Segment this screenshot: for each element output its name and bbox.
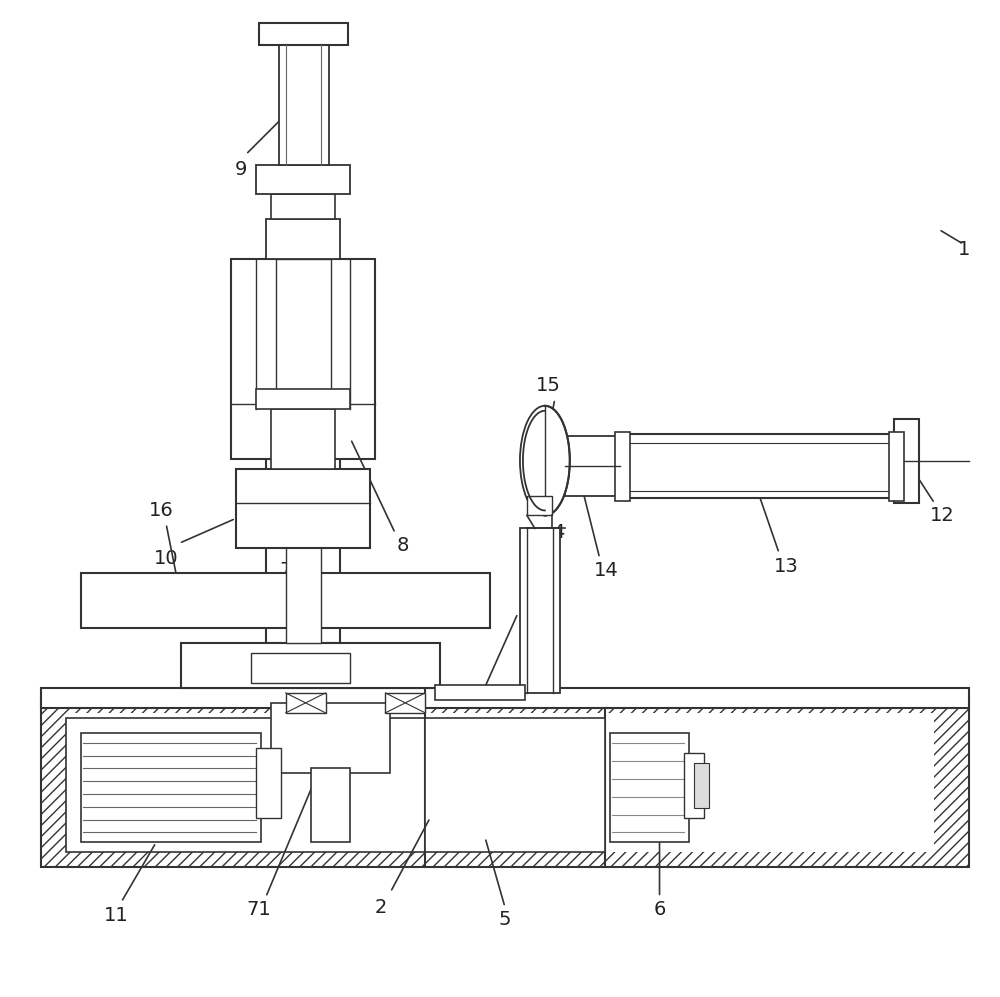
Bar: [385, 693, 425, 713]
Bar: [565, 436, 620, 496]
Bar: [251, 653, 350, 683]
Bar: [66, 713, 934, 852]
Bar: [81, 733, 261, 842]
Ellipse shape: [520, 406, 570, 515]
Bar: [286, 693, 326, 713]
Bar: [81, 573, 490, 628]
Text: 1: 1: [957, 239, 970, 259]
Bar: [276, 259, 331, 404]
Bar: [256, 165, 350, 194]
Bar: [256, 389, 350, 409]
Bar: [271, 194, 335, 219]
Bar: [181, 643, 440, 688]
Bar: [236, 469, 370, 548]
Text: 16: 16: [149, 500, 173, 520]
Bar: [41, 698, 969, 867]
Bar: [520, 528, 560, 693]
Text: 14: 14: [594, 560, 619, 580]
Bar: [259, 23, 348, 45]
Text: 15: 15: [535, 376, 560, 396]
Bar: [610, 733, 689, 842]
Bar: [279, 45, 329, 165]
Bar: [231, 259, 375, 459]
Bar: [311, 768, 350, 842]
Text: 4: 4: [552, 522, 564, 542]
Bar: [527, 496, 552, 515]
Bar: [894, 419, 919, 503]
Text: 6: 6: [653, 899, 666, 919]
Text: 3: 3: [519, 593, 531, 613]
Text: 10: 10: [154, 548, 178, 568]
Text: 13: 13: [774, 556, 799, 576]
Text: 2: 2: [374, 897, 387, 917]
Bar: [425, 718, 605, 852]
Bar: [684, 753, 704, 818]
Text: 71: 71: [246, 899, 271, 919]
Bar: [66, 718, 425, 852]
Bar: [266, 274, 340, 643]
Bar: [889, 432, 904, 501]
Bar: [41, 688, 969, 708]
Bar: [286, 274, 321, 643]
Text: 9: 9: [235, 160, 247, 179]
Bar: [435, 685, 525, 700]
Bar: [266, 219, 340, 259]
Bar: [256, 748, 281, 818]
Text: 8: 8: [397, 535, 409, 555]
Bar: [620, 434, 899, 498]
Bar: [620, 443, 899, 491]
Text: 12: 12: [930, 505, 955, 525]
Text: 7: 7: [279, 560, 292, 580]
Bar: [271, 409, 335, 469]
Bar: [615, 432, 630, 501]
Text: 5: 5: [499, 909, 511, 929]
Text: 11: 11: [104, 905, 129, 925]
Bar: [271, 703, 390, 773]
Bar: [694, 763, 709, 808]
